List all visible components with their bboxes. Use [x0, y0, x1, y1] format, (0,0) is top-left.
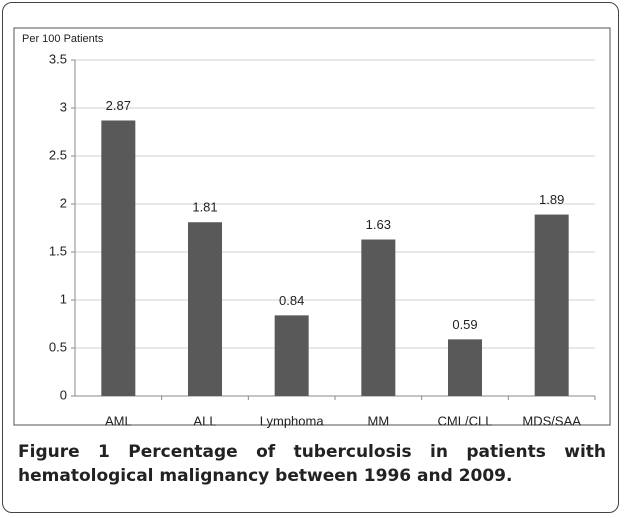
y-tick-label: 3.5: [49, 51, 67, 66]
x-tick-label: CML/CLL: [438, 413, 493, 428]
y-axis-label: Per 100 Patients: [22, 33, 104, 45]
x-tick-label: AML: [105, 413, 132, 428]
bar: [101, 120, 136, 396]
x-tick-label: ALL: [193, 413, 216, 428]
figure-frame: [2, 2, 619, 513]
y-tick-label: 0.5: [49, 339, 67, 354]
value-label: 0.59: [452, 317, 477, 332]
y-tick-label: 1: [60, 291, 67, 306]
caption: Figure 1 Percentage of tuberculosis in p…: [18, 440, 606, 488]
y-tick-label: 2: [60, 195, 67, 210]
value-label: 0.84: [279, 293, 304, 308]
y-tick-label: 2.5: [49, 147, 67, 162]
y-tick-label: 0: [60, 387, 67, 402]
bar: [534, 214, 569, 396]
y-tick-label: 3: [60, 99, 67, 114]
bar: [274, 315, 309, 396]
value-label: 1.89: [539, 192, 564, 207]
value-label: 2.87: [106, 98, 131, 113]
value-label: 1.81: [192, 200, 217, 215]
caption-label: Figure 1: [18, 442, 110, 462]
x-tick-label: MDS/SAA: [522, 413, 581, 428]
y-tick-label: 1.5: [49, 243, 67, 258]
value-label: 1.63: [366, 217, 391, 232]
chart: Per 100 Patients 0 0.5 1 1.5 2 2.5 3 3.5 AML 2.87…: [13, 27, 611, 428]
bar: [361, 239, 396, 396]
caption-text: Percentage of tuberculosis in patients w…: [18, 442, 607, 486]
x-tick-label: Lymphoma: [260, 413, 325, 428]
bar: [188, 222, 222, 396]
x-tick-label: MM: [367, 413, 389, 428]
bar: [448, 339, 482, 396]
